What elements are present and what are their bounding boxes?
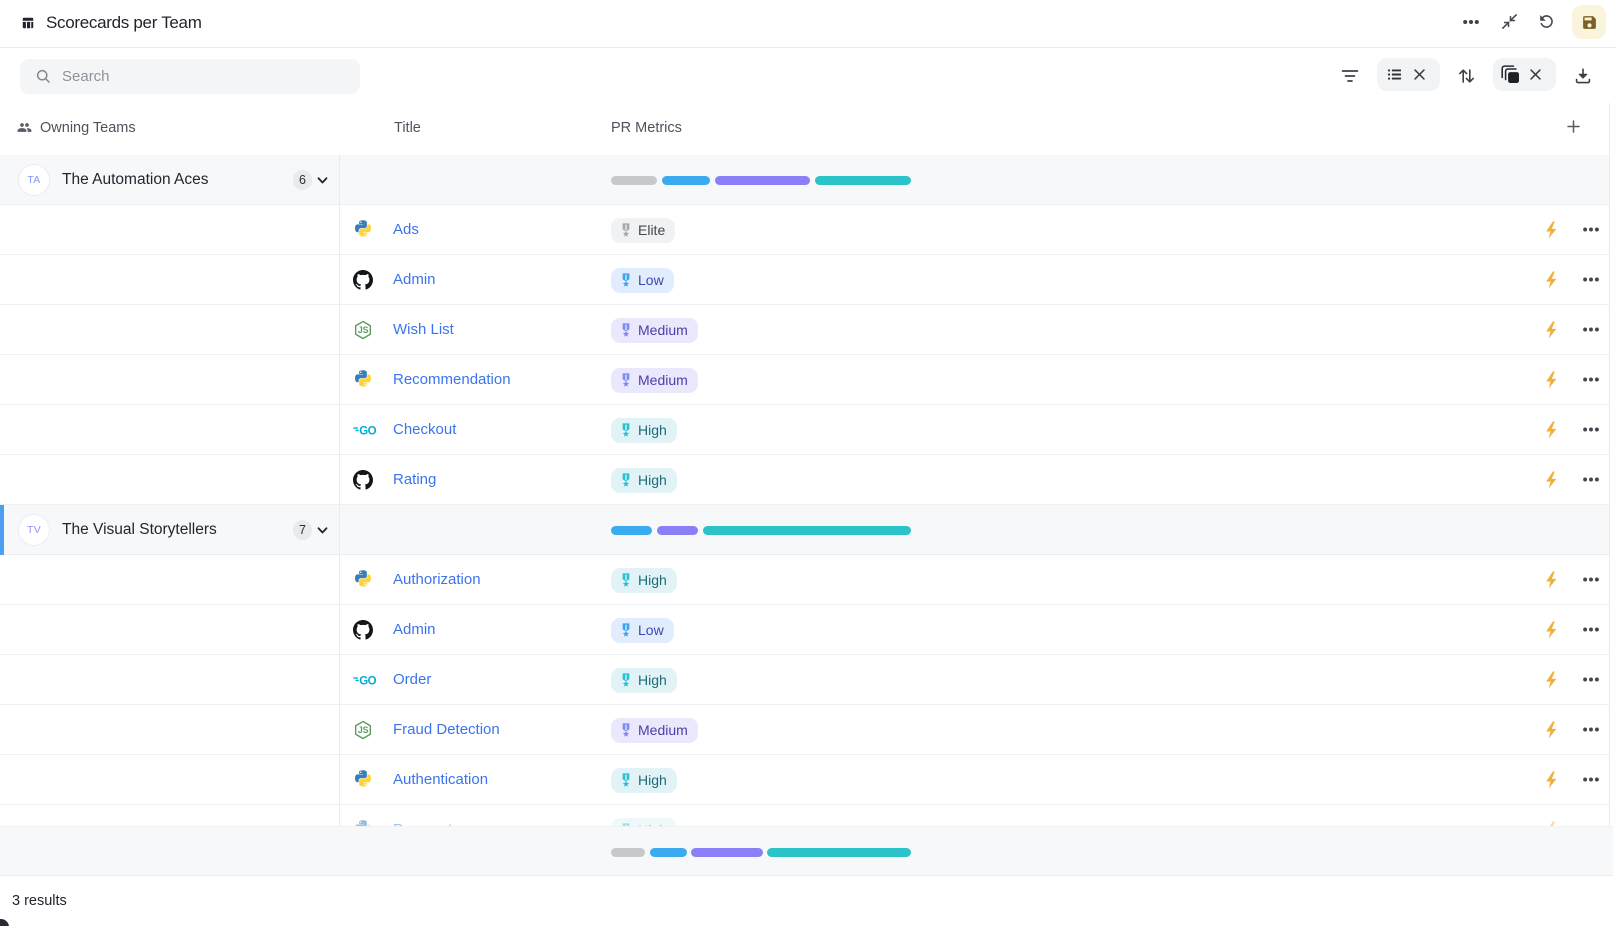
svg-text:JS: JS — [358, 325, 369, 335]
svg-text:GO: GO — [359, 425, 376, 437]
svg-text:JS: JS — [358, 725, 369, 735]
svg-text:GO: GO — [359, 675, 376, 687]
